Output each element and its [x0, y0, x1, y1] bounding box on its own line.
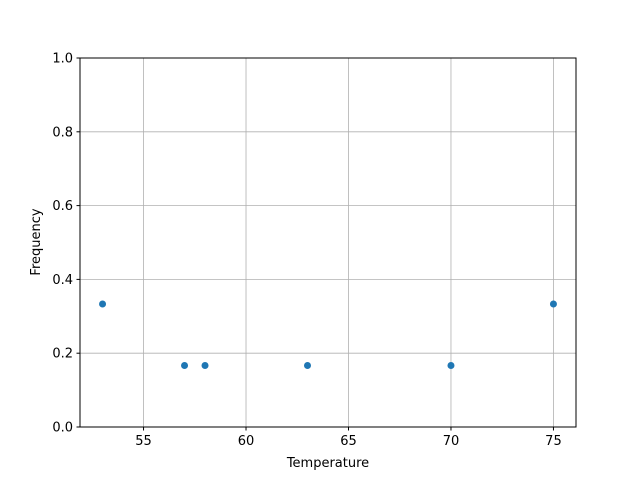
- y-axis-ticks: 0.0 0.2 0.4 0.6 0.8 1.0: [52, 52, 80, 436]
- data-points: [99, 300, 557, 369]
- x-tick-label: 75: [545, 434, 562, 449]
- y-tick-label: 0.0: [52, 421, 73, 436]
- y-tick-label: 0.4: [52, 273, 73, 288]
- data-point: [181, 361, 189, 369]
- data-point: [447, 361, 455, 369]
- plot-frame: [79, 57, 577, 428]
- y-tick-label: 0.2: [52, 347, 73, 362]
- y-tick-label: 0.8: [52, 125, 73, 140]
- x-tick-label: 55: [135, 434, 152, 449]
- y-axis-label: Frequency: [29, 208, 44, 275]
- x-tick-label: 70: [443, 434, 460, 449]
- x-axis-label: Temperature: [286, 456, 369, 471]
- data-point: [304, 361, 312, 369]
- data-point: [549, 300, 557, 308]
- data-point: [99, 300, 107, 308]
- y-tick-label: 1.0: [52, 52, 73, 67]
- x-axis-ticks: 55 60 65 70 75: [135, 427, 562, 449]
- grid-lines: [80, 57, 576, 428]
- y-tick-label: 0.6: [52, 199, 73, 214]
- x-tick-label: 65: [340, 434, 357, 449]
- data-point: [201, 361, 209, 369]
- x-tick-label: 60: [238, 434, 255, 449]
